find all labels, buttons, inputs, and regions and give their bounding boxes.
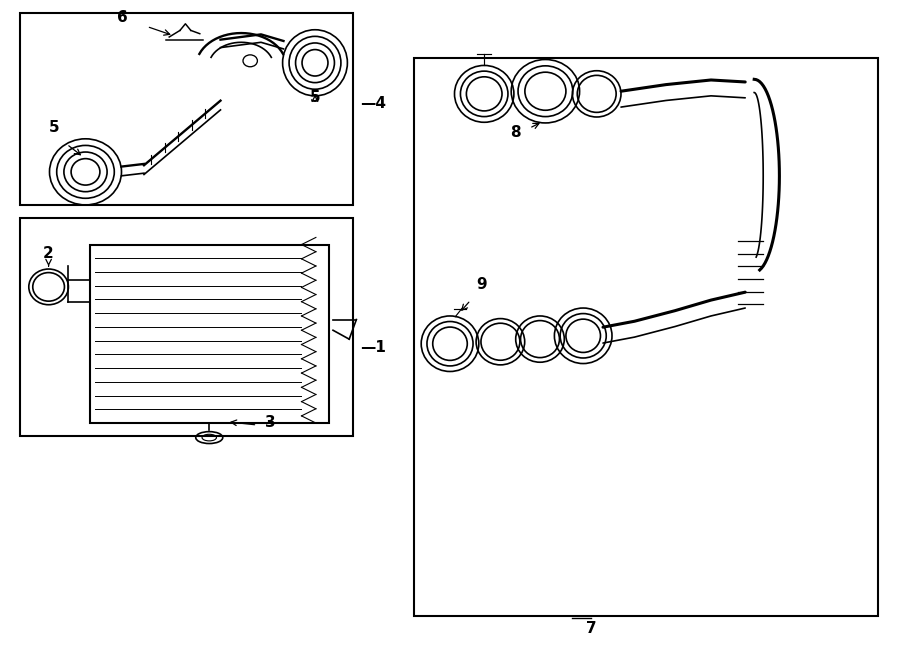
Bar — [20, 13, 353, 205]
Text: —1: —1 — [360, 340, 386, 356]
Bar — [414, 58, 877, 616]
Text: —4: —4 — [360, 97, 386, 112]
Text: 9: 9 — [476, 277, 487, 292]
Text: 7: 7 — [586, 621, 597, 636]
Text: 3: 3 — [265, 415, 275, 430]
Text: 2: 2 — [43, 246, 54, 261]
Text: 6: 6 — [117, 10, 128, 25]
Bar — [90, 245, 328, 423]
Text: 8: 8 — [510, 125, 521, 140]
Text: 5: 5 — [49, 120, 59, 136]
Text: 5: 5 — [310, 91, 320, 106]
Bar — [20, 218, 353, 436]
